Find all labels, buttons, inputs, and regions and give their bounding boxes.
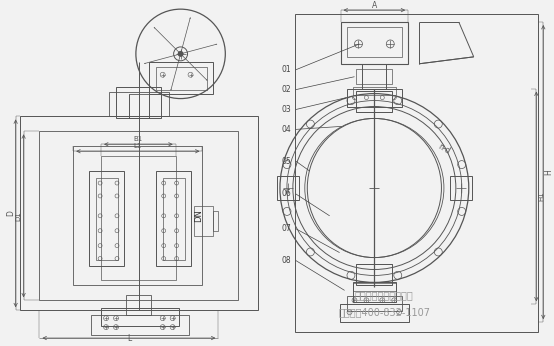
Bar [347, 27, 402, 57]
Circle shape [189, 18, 191, 19]
Bar [101, 156, 176, 280]
Bar [101, 308, 178, 326]
Text: H1: H1 [538, 192, 544, 201]
Text: 03: 03 [282, 105, 292, 114]
Text: 01: 01 [282, 65, 291, 74]
Text: 07: 07 [282, 224, 292, 233]
Text: 02: 02 [282, 85, 291, 94]
Bar [116, 86, 161, 118]
Bar [156, 171, 191, 265]
Bar [352, 283, 396, 291]
Bar [340, 304, 409, 322]
Circle shape [206, 79, 207, 80]
Bar [347, 296, 402, 311]
Bar [156, 67, 207, 90]
Bar [109, 92, 168, 117]
Circle shape [171, 89, 172, 90]
Text: DN: DN [194, 209, 203, 222]
Bar [341, 22, 408, 64]
Bar [295, 14, 538, 332]
Bar [129, 94, 149, 118]
Text: 04: 04 [282, 125, 292, 134]
Bar [356, 264, 392, 285]
Bar [213, 211, 218, 231]
Text: A: A [372, 1, 377, 10]
Bar [362, 64, 386, 89]
Bar [356, 91, 392, 112]
Circle shape [145, 63, 146, 64]
Bar [193, 206, 213, 236]
Text: L1: L1 [134, 143, 142, 149]
Bar [19, 117, 258, 310]
Bar [126, 295, 151, 315]
Text: B1: B1 [134, 136, 143, 142]
Bar [352, 86, 396, 94]
Text: 05: 05 [282, 157, 292, 166]
Bar [450, 176, 472, 200]
Text: D1: D1 [16, 211, 22, 221]
Bar [39, 131, 238, 300]
Bar [89, 171, 124, 265]
Text: 淤博伟恒阀门有限公司: 淤博伟恒阀门有限公司 [355, 290, 414, 300]
Bar [73, 146, 202, 285]
Bar [91, 315, 188, 335]
Circle shape [216, 44, 217, 45]
Circle shape [178, 51, 183, 57]
Text: n-d: n-d [436, 142, 452, 156]
Text: 08: 08 [282, 256, 291, 265]
Text: L: L [127, 334, 131, 343]
Text: 热线电话400-832-1107: 热线电话400-832-1107 [338, 307, 430, 317]
Bar [347, 89, 402, 107]
Bar [356, 69, 392, 84]
Bar [277, 176, 299, 200]
Bar [149, 62, 213, 94]
Text: 06: 06 [282, 190, 292, 199]
Text: H: H [544, 169, 553, 175]
Text: D: D [6, 210, 15, 216]
Bar [163, 178, 184, 260]
Bar [96, 178, 118, 260]
Circle shape [154, 27, 155, 28]
Bar [352, 282, 396, 302]
